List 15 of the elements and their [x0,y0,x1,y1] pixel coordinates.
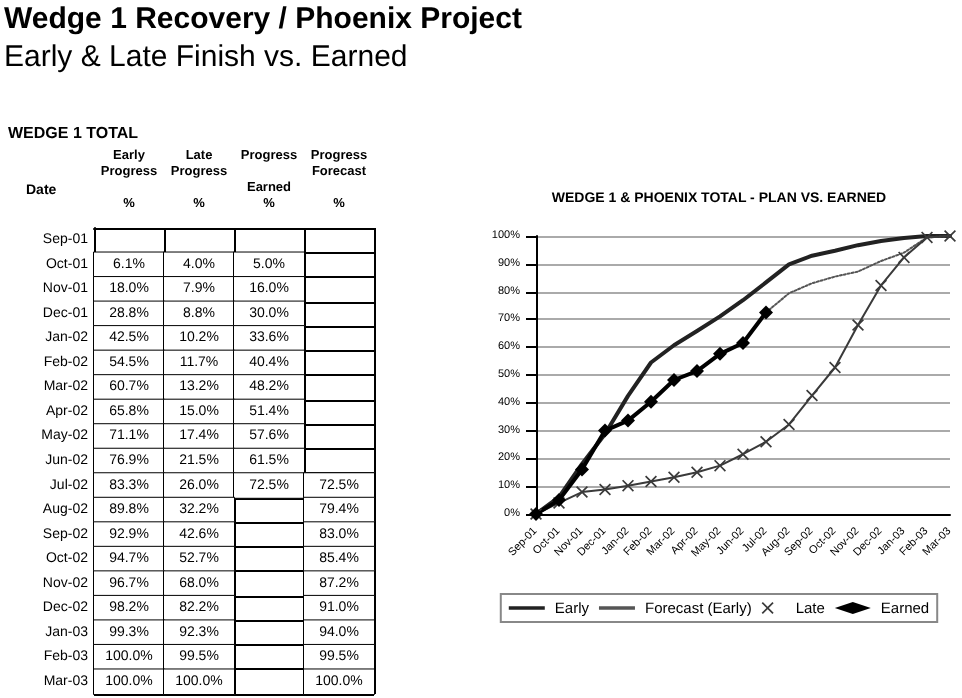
point [621,413,635,428]
chart-subtitle: Early & Late Finish vs. Earned [4,40,408,74]
point [759,305,773,320]
point [667,373,681,387]
point [598,423,612,438]
chart-title: Wedge 1 Recovery / Phoenix Project [4,2,522,36]
point [852,318,864,331]
point [576,486,588,499]
point [575,462,589,477]
point [713,346,727,361]
point [944,230,956,242]
point [644,394,658,409]
point [736,336,750,351]
text: WEDGE 1 TOTAL [8,124,139,142]
point [690,364,704,379]
